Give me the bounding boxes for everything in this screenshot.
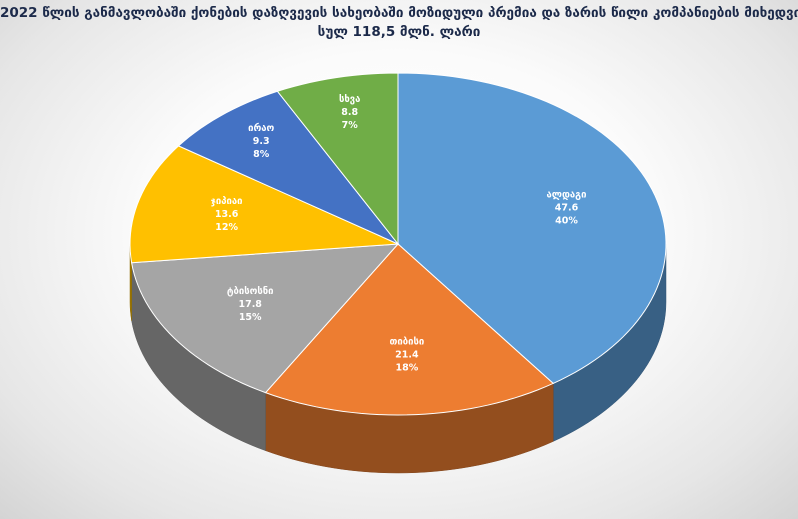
- slice-label-percent-5: 8%: [253, 149, 270, 160]
- pie-top-layer: [129, 72, 667, 416]
- pie-label-layer: ალდაგი 47.6 40% თიბისი 21.4 18% ტბისოსნი 17.8 15…: [211, 94, 587, 374]
- slice-label-value-4: 13.6: [215, 209, 239, 220]
- slice-label-value-3: 17.8: [238, 299, 262, 310]
- slice-label-name-5: ირაო: [248, 123, 274, 134]
- slice-label-percent-1: 40%: [555, 216, 578, 227]
- slice-label-percent-4: 12%: [215, 222, 238, 233]
- slice-label-value-1: 47.6: [555, 203, 579, 214]
- slice-label-value-2: 21.4: [395, 350, 419, 361]
- slice-label-value-6: 8.8: [341, 107, 358, 118]
- pie-slice-1: [397, 72, 667, 384]
- slice-label-name-1: ალდაგი: [547, 190, 587, 201]
- pie-depth-layer: [129, 243, 667, 474]
- slice-label-name-3: ტბისოსნი: [227, 286, 274, 297]
- pie-slice-5: [177, 90, 399, 245]
- slice-label-name-4: ჯიპიაი: [211, 196, 243, 207]
- pie-slice-3: [131, 243, 400, 394]
- chart-title: 2022 წლის განმავლობაში ქონების დაზღვევის…: [0, 5, 798, 21]
- slice-label-percent-3: 15%: [239, 312, 262, 323]
- slice-label-value-5: 9.3: [253, 136, 270, 147]
- pie-slice-6: [276, 72, 399, 246]
- slice-label-percent-2: 18%: [396, 363, 419, 374]
- slice-label-name-6: სხვა: [339, 94, 360, 105]
- slice-label-percent-6: 7%: [342, 120, 359, 131]
- pie-slice-4: [129, 145, 399, 264]
- chart-title-block: 2022 წლის განმავლობაში ქონების დაზღვევის…: [0, 4, 798, 42]
- chart-subtitle: სულ 118,5 მლნ. ლარი: [317, 24, 481, 40]
- pie-slice-2: [264, 243, 555, 416]
- slice-label-name-2: თიბისი: [390, 337, 425, 348]
